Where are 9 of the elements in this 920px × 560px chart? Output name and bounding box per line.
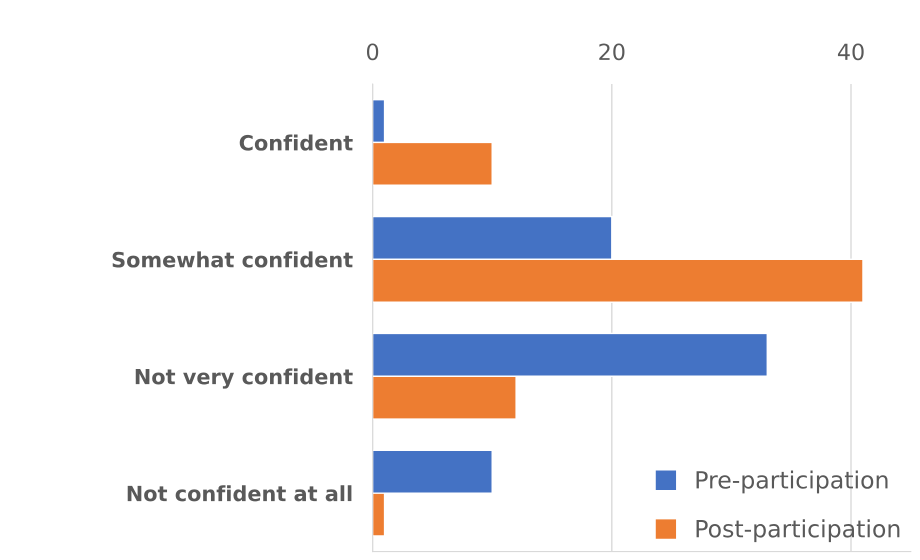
x-tick-label: 20 — [599, 43, 624, 60]
y-tick-label: Not confident at all — [128, 485, 352, 502]
x-tick-label: 40 — [838, 43, 864, 60]
y-tick-label: Not very confident — [136, 368, 353, 389]
legend-label: Pre-participation — [696, 470, 888, 494]
y-tick-label: Somewhat confident — [112, 251, 353, 268]
x-tick-label: 0 — [366, 43, 378, 60]
legend-label: Post-participation — [696, 519, 900, 542]
y-tick-label: Confident — [240, 134, 353, 151]
